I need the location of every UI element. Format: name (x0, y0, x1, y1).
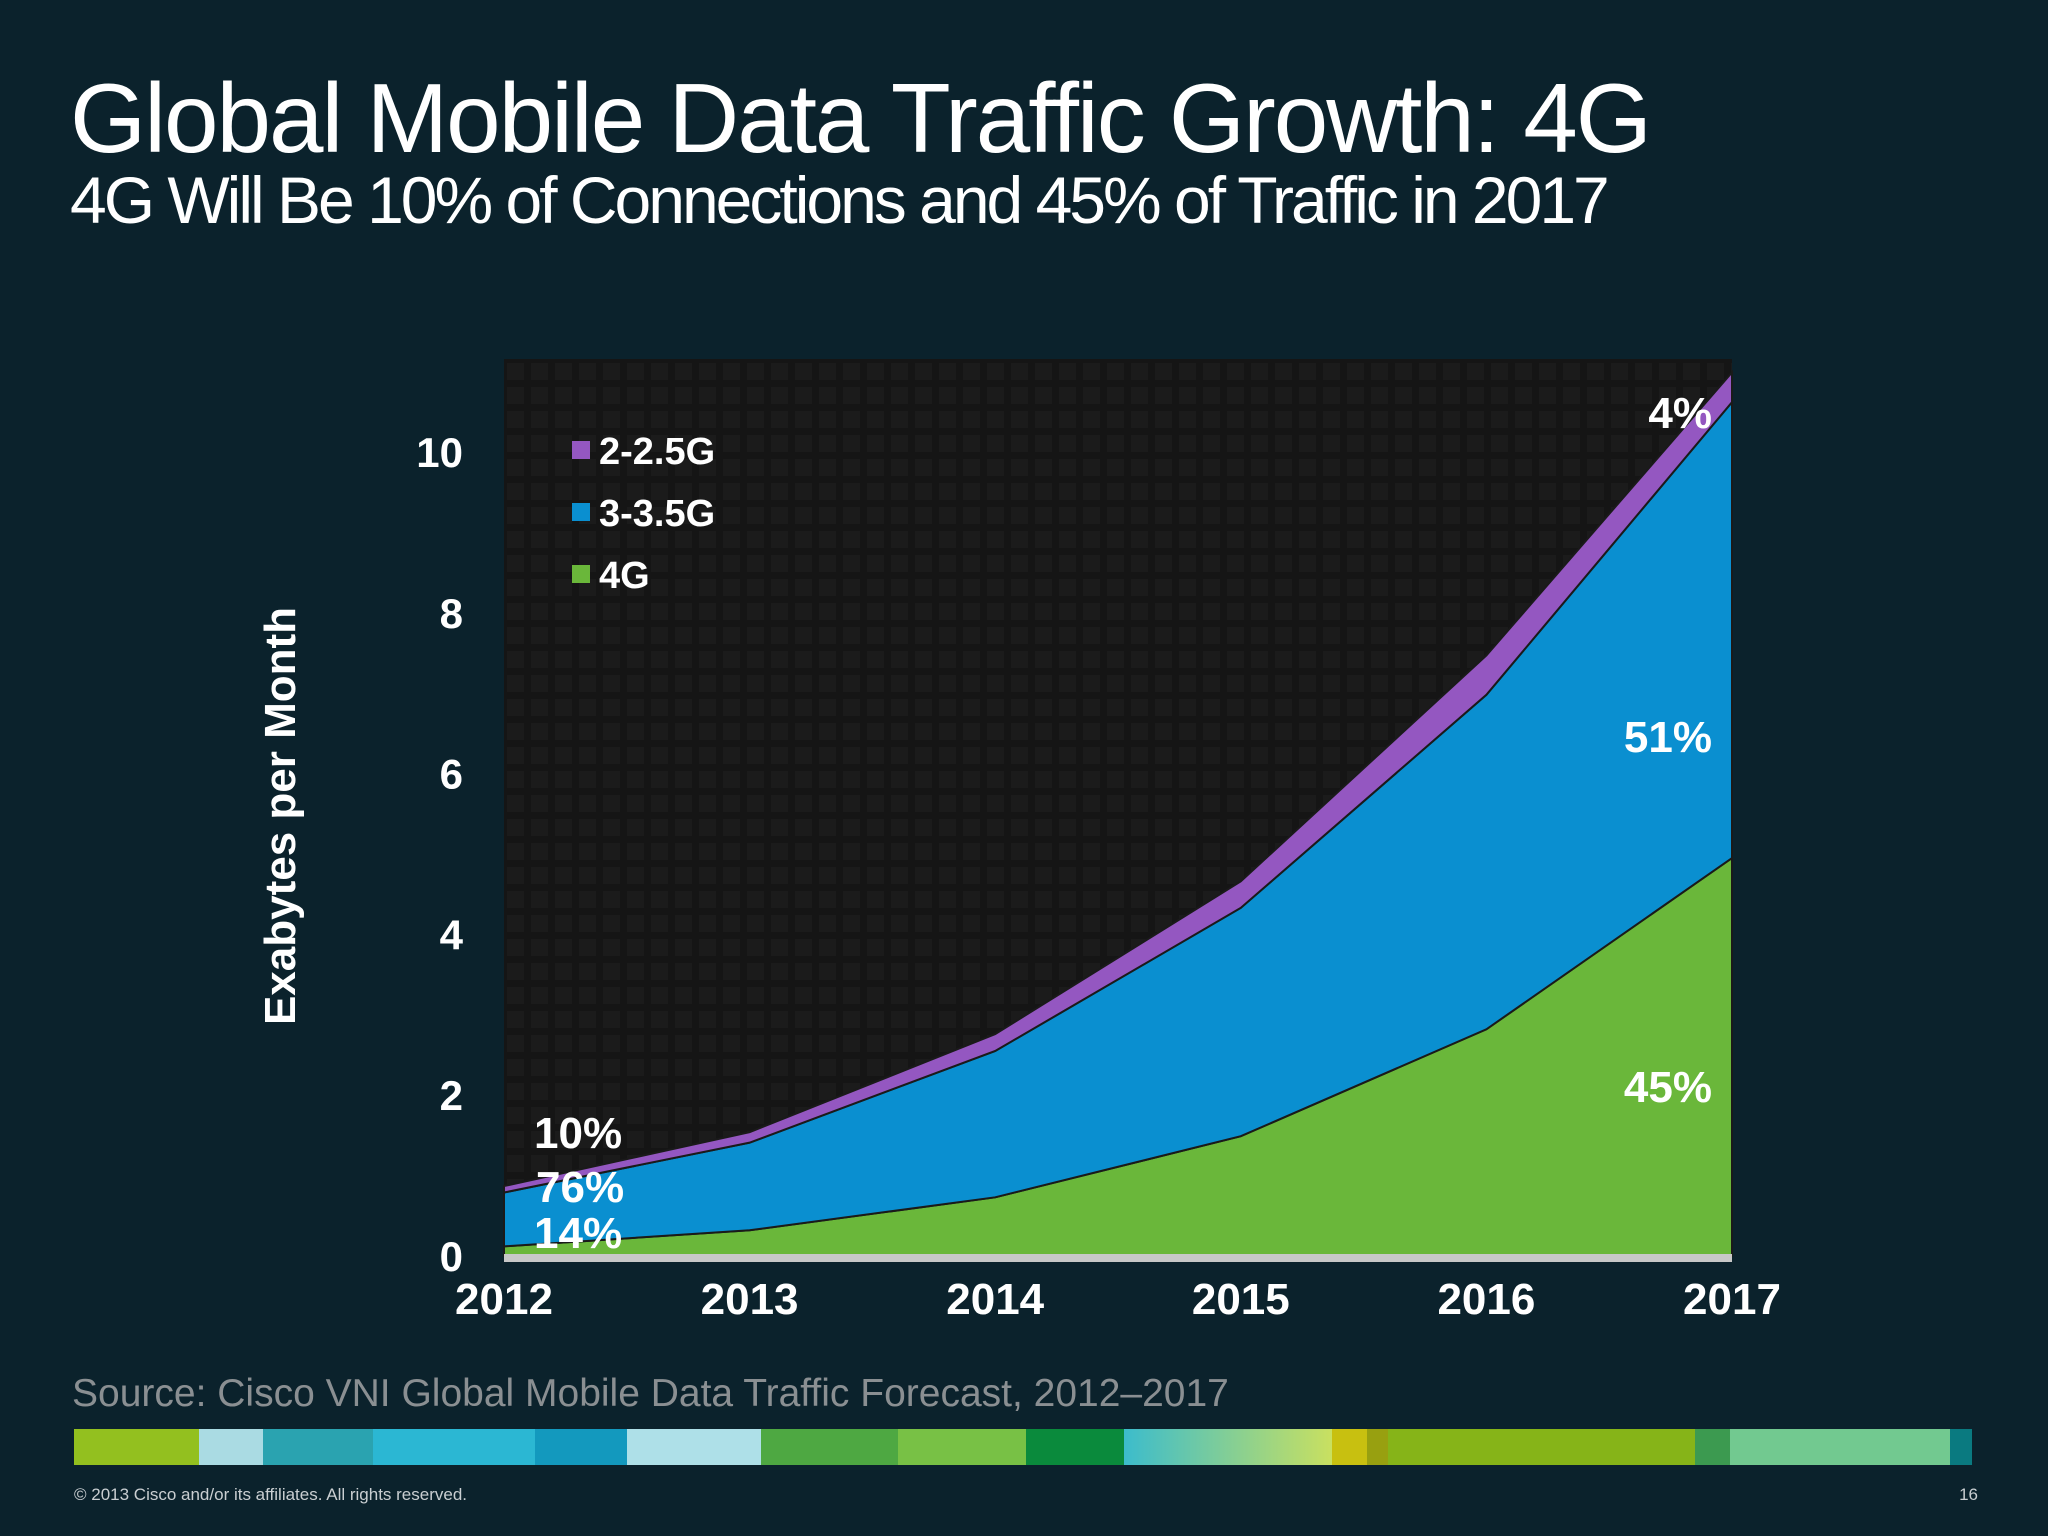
legend-swatch (572, 441, 590, 459)
decorative-color-strip (74, 1429, 1972, 1465)
strip-segment (1695, 1429, 1731, 1465)
page-title: Global Mobile Data Traffic Growth: 4G (70, 63, 1652, 173)
y-tick-label: 2 (440, 1072, 463, 1119)
strip-segment (1730, 1429, 1950, 1465)
annotation-2012-2g: 10% (534, 1109, 622, 1158)
x-tick-label: 2015 (1192, 1275, 1290, 1324)
x-tick-label: 2017 (1683, 1275, 1781, 1324)
strip-segment (1949, 1429, 1972, 1465)
x-tick-label: 2013 (701, 1275, 799, 1324)
page-number: 16 (1959, 1485, 1978, 1504)
y-axis-label: Exabytes per Month (256, 607, 305, 1025)
legend-label: 4G (599, 555, 650, 597)
strip-segment (263, 1429, 374, 1465)
y-tick-label: 6 (440, 751, 463, 798)
annotation-2012-3g: 76% (536, 1163, 624, 1212)
copyright: © 2013 Cisco and/or its affiliates. All … (74, 1485, 468, 1504)
strip-segment (74, 1429, 200, 1465)
annotation-2017-2g: 4% (1648, 389, 1712, 438)
x-tick-label: 2014 (946, 1275, 1044, 1324)
y-tick-label: 8 (440, 590, 463, 637)
strip-segment (535, 1429, 627, 1465)
annotation-2012-4g: 14% (534, 1209, 622, 1258)
y-tick-label: 4 (440, 911, 464, 958)
area-2-25g (503, 369, 1733, 1194)
y-tick-label: 10 (416, 429, 463, 476)
legend-label: 2-2.5G (599, 431, 715, 473)
legend-label: 3-3.5G (599, 493, 715, 535)
strip-segment (1367, 1429, 1389, 1465)
annotation-2017-3g: 51% (1624, 713, 1712, 762)
strip-segment (626, 1429, 762, 1465)
strip-segment (1388, 1429, 1696, 1465)
x-tick-label: 2016 (1437, 1275, 1535, 1324)
strip-segment (761, 1429, 899, 1465)
stacked-area-chart: 0 2 4 6 8 10 2012 2013 2014 2015 2016 2017 Exabyte… (256, 359, 1781, 1324)
page-subtitle: 4G Will Be 10% of Connections and 45% of… (70, 163, 1610, 237)
strip-segment (199, 1429, 264, 1465)
annotation-2017-4g: 45% (1624, 1063, 1712, 1112)
strip-segment (1331, 1429, 1368, 1465)
source-note: Source: Cisco VNI Global Mobile Data Tra… (72, 1372, 1229, 1415)
strip-segment (373, 1429, 536, 1465)
legend-swatch (572, 503, 590, 521)
legend-swatch (572, 565, 590, 583)
x-tick-label: 2012 (455, 1275, 553, 1324)
x-axis-baseline (504, 1254, 1732, 1262)
strip-segment (1026, 1429, 1125, 1465)
strip-segment (898, 1429, 1027, 1465)
strip-segment (1124, 1429, 1332, 1465)
y-tick-label: 0 (440, 1233, 463, 1280)
